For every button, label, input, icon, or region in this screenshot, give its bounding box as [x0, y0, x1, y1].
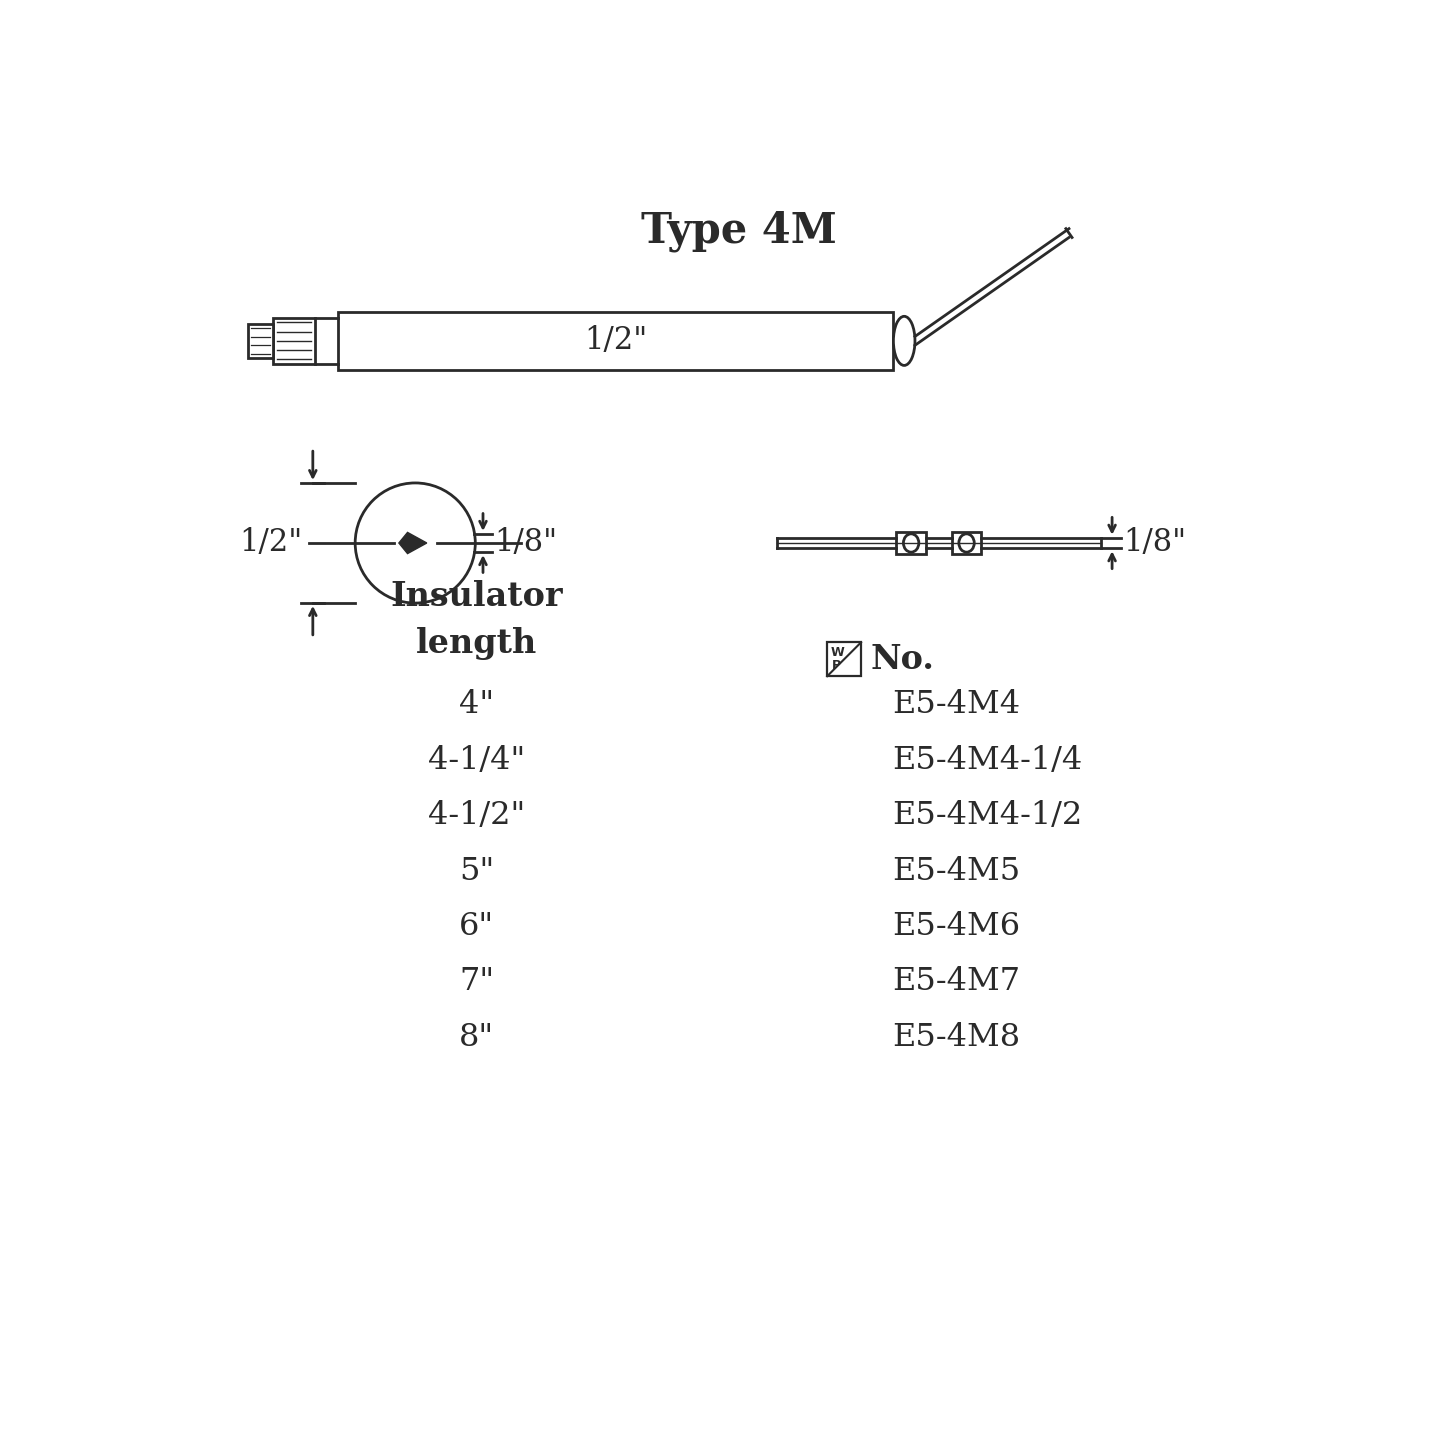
Text: 4-1/2": 4-1/2" — [428, 801, 526, 831]
Text: 4-1/4": 4-1/4" — [428, 744, 526, 776]
Text: E5-4M4: E5-4M4 — [893, 689, 1020, 720]
Bar — [273, 318, 315, 364]
Text: Insulator: Insulator — [390, 581, 564, 613]
Text: 6": 6" — [460, 910, 494, 942]
Text: E5-4M4-1/4: E5-4M4-1/4 — [893, 744, 1082, 776]
Text: No.: No. — [870, 643, 935, 676]
Ellipse shape — [893, 316, 915, 366]
Bar — [952, 532, 981, 553]
Bar — [338, 312, 893, 370]
Ellipse shape — [903, 533, 919, 552]
Text: 1/2": 1/2" — [584, 325, 647, 357]
Text: E5-4M6: E5-4M6 — [893, 910, 1020, 942]
Text: 8": 8" — [460, 1022, 494, 1053]
Text: E5-4M8: E5-4M8 — [893, 1022, 1020, 1053]
Ellipse shape — [959, 533, 974, 552]
Text: W: W — [831, 646, 844, 659]
Bar — [827, 643, 861, 676]
Circle shape — [355, 483, 475, 603]
Text: length: length — [416, 627, 538, 659]
Text: 4": 4" — [460, 689, 494, 720]
Bar — [249, 324, 273, 358]
Text: 1/8": 1/8" — [1123, 527, 1186, 559]
Polygon shape — [399, 532, 426, 553]
Text: E5-4M5: E5-4M5 — [893, 855, 1020, 887]
Text: 7": 7" — [460, 967, 494, 997]
Text: 5": 5" — [460, 855, 494, 887]
Text: 1/8": 1/8" — [494, 527, 556, 559]
Text: E5-4M4-1/2: E5-4M4-1/2 — [893, 801, 1082, 831]
Text: 1/2": 1/2" — [238, 527, 302, 559]
Text: E5-4M7: E5-4M7 — [893, 967, 1020, 997]
Text: P: P — [832, 659, 841, 672]
Bar — [896, 532, 926, 553]
Text: Type 4M: Type 4M — [640, 210, 837, 251]
